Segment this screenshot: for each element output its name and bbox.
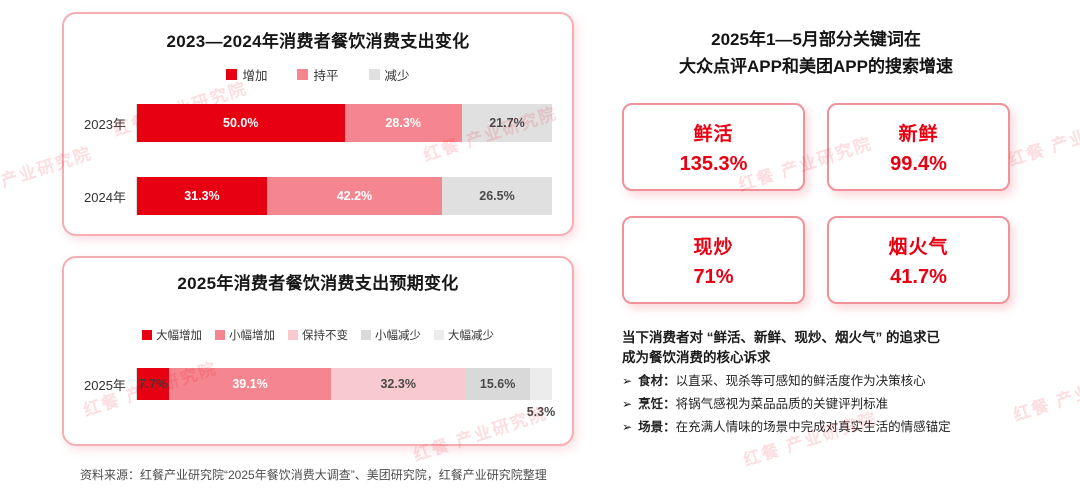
keyword-card-xianhuo: 鲜活 135.3%	[622, 103, 805, 191]
keyword-value: 135.3%	[679, 152, 748, 175]
summary-line2: 成为餐饮消费的核心诉求	[622, 350, 771, 365]
bullet-text: 将锅气感视为菜品品质的关键评判标准	[675, 397, 889, 411]
summary-text: 当下消费者对 “鲜活、新鲜、现炒、烟火气” 的追求已 成为餐饮消费的核心诉求	[622, 328, 1022, 368]
keyword-name: 鲜活	[693, 123, 734, 145]
keyword-name: 新鲜	[898, 123, 939, 145]
keyword-panel-title: 2025年1—5月部分关键词在 大众点评APP和美团APP的搜索增速	[622, 26, 1010, 80]
bar-segment: 50.0%	[137, 104, 345, 142]
category-label: 2024年	[84, 189, 126, 205]
keyword-card-xianchao: 现炒 71%	[622, 216, 805, 304]
bar-segment: 28.3%	[344, 104, 462, 142]
bar-value-label: 15.6%	[479, 377, 516, 391]
bar-segment: 26.5%	[442, 177, 552, 215]
bar-track: 7.7% 39.1% 32.3% 15.6% 5.3%	[136, 368, 555, 419]
bullet-label: 场景：	[638, 420, 676, 434]
bar-value-label: 42.2%	[336, 189, 373, 203]
bar-value-label: 39.1%	[232, 377, 268, 391]
bar-value-label: 32.3%	[380, 377, 416, 391]
legend-swatch	[297, 69, 309, 80]
bar-segment: 32.3%	[331, 368, 466, 400]
bar-segment: 39.1%	[168, 368, 332, 400]
keyword-card-yanhuoqi: 烟火气 41.7%	[827, 216, 1010, 304]
bullet-text: 在充满人情味的场景中完成对真实生活的情感锚定	[675, 420, 951, 434]
bar-value-label: 7.7%	[138, 377, 168, 391]
keyword-name: 现炒	[693, 236, 734, 258]
bar-segment: 31.3%	[137, 177, 267, 215]
legend-item: 增加	[226, 65, 267, 84]
bar-value-label: 5.3%	[526, 405, 556, 419]
category-label: 2023年	[84, 116, 126, 132]
brand-watermark: 红餐 产业研究院	[1006, 108, 1080, 171]
bullet-label: 烹饪：	[638, 397, 676, 411]
bullet-item-ingredient: ➢ 食材： 以直采、现杀等可感知的鲜活度作为决策核心	[622, 374, 1022, 389]
legend-swatch	[142, 330, 152, 340]
bullet-item-cooking: ➢ 烹饪： 将锅气感视为菜品品质的关键评判标准	[622, 397, 1022, 412]
legend-item: 大幅减少	[434, 327, 494, 343]
chart-title: 2023—2024年消费者餐饮消费支出变化	[166, 32, 470, 51]
legend-item: 小幅减少	[361, 327, 421, 343]
bar-value-label: 31.3%	[184, 189, 220, 203]
arrow-bullet-icon: ➢	[622, 420, 633, 434]
bar-track: 50.0% 28.3% 21.7%	[136, 104, 552, 142]
legend-item: 持平	[297, 65, 339, 84]
legend-item: 保持不变	[288, 327, 348, 343]
chart-bars: 2025年 7.7% 39.1% 32.3% 15.6% 5.3%	[84, 368, 555, 419]
chart-legend: 大幅增加 小幅增加 保持不变 小幅减少 大幅减少	[84, 327, 552, 343]
legend-item: 大幅增加	[142, 327, 202, 343]
keyword-title-line2: 大众点评APP和美团APP的搜索增速	[679, 57, 953, 76]
legend-swatch	[288, 330, 298, 340]
bar-value-label: 28.3%	[385, 116, 421, 130]
keyword-grid: 鲜活 135.3% 新鲜 99.4% 现炒 71% 烟火气 41.7%	[622, 103, 1010, 304]
legend-label: 大幅增加	[156, 330, 202, 342]
bar-segment: 21.7%	[461, 104, 552, 142]
bar-segment: 42.2%	[266, 177, 443, 215]
bullet-text: 以直采、现杀等可感知的鲜活度作为决策核心	[675, 374, 926, 388]
legend-label: 持平	[313, 69, 339, 83]
source-note: 资料来源：红餐产业研究院“2025年餐饮消费大调查”、美团研究院，红餐产业研究院…	[80, 468, 547, 482]
summary-line1: 当下消费者对 “鲜活、新鲜、现炒、烟火气” 的追求已	[622, 330, 941, 345]
bar-segment: 5.3%	[527, 368, 555, 419]
bullet-list: ➢ 食材： 以直采、现杀等可感知的鲜活度作为决策核心 ➢ 烹饪： 将锅气感视为菜…	[622, 374, 1022, 443]
bar-row: 2024年 31.3% 42.2% 26.5%	[84, 177, 552, 215]
legend-label: 减少	[384, 69, 410, 83]
legend-swatch	[215, 330, 225, 340]
legend-label: 小幅增加	[229, 330, 275, 342]
keyword-name: 烟火气	[888, 236, 949, 258]
arrow-bullet-icon: ➢	[622, 374, 633, 388]
chart-legend: 增加 持平 减少	[84, 65, 552, 84]
keyword-value: 41.7%	[890, 265, 947, 288]
legend-label: 增加	[242, 69, 268, 83]
legend-label: 小幅减少	[375, 330, 421, 342]
legend-label: 大幅减少	[448, 330, 494, 342]
bar-row: 2023年 50.0% 28.3% 21.7%	[84, 104, 552, 142]
legend-swatch	[368, 69, 380, 80]
legend-label: 保持不变	[302, 330, 348, 342]
keyword-card-xinxian: 新鲜 99.4%	[827, 103, 1010, 191]
category-label: 2025年	[84, 377, 126, 393]
keyword-title-line1: 2025年1—5月部分关键词在	[711, 30, 921, 49]
keyword-value: 71%	[693, 265, 734, 288]
legend-swatch	[361, 330, 371, 340]
bar-value-label: 50.0%	[223, 116, 259, 130]
legend-swatch	[226, 69, 238, 80]
bullet-label: 食材：	[638, 374, 676, 388]
bar-row: 2025年 7.7% 39.1% 32.3% 15.6% 5.3%	[84, 368, 555, 419]
legend-item: 小幅增加	[215, 327, 275, 343]
bar-value-label: 21.7%	[489, 116, 525, 130]
chart-card-spending-forecast: 2025年消费者餐饮消费支出预期变化 大幅增加 小幅增加 保持不变 小幅减少 大幅减少 …	[62, 256, 574, 446]
chart-bars: 2023年 50.0% 28.3% 21.7% 2024年 31.3% 42.2% 26.5%	[84, 104, 552, 215]
bar-segment: 15.6%	[465, 368, 530, 400]
chart-title: 2025年消费者餐饮消费支出预期变化	[177, 274, 459, 293]
bar-value-label: 26.5%	[479, 189, 515, 203]
legend-item: 减少	[368, 65, 410, 84]
keyword-value: 99.4%	[890, 152, 947, 175]
bar-track: 31.3% 42.2% 26.5%	[136, 177, 552, 215]
bar-segment: 7.7%	[137, 368, 169, 400]
legend-swatch	[434, 330, 444, 340]
bullet-item-scene: ➢ 场景： 在充满人情味的场景中完成对真实生活的情感锚定	[622, 420, 1022, 435]
chart-card-spending-change: 2023—2024年消费者餐饮消费支出变化 增加 持平 减少 2023年 50.0% 2…	[62, 12, 574, 236]
arrow-bullet-icon: ➢	[622, 397, 633, 411]
